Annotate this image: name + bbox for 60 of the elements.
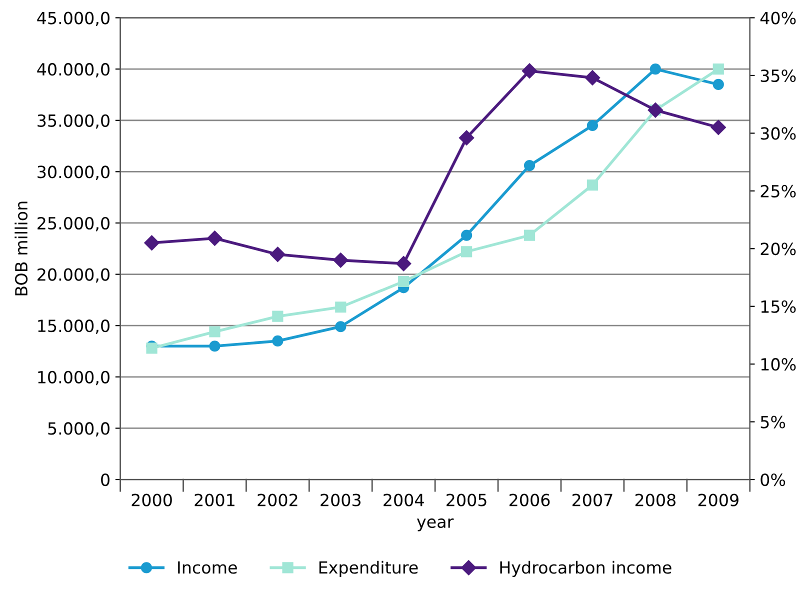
point <box>209 340 220 352</box>
legend-label: Expenditure <box>319 560 418 577</box>
point <box>586 120 598 132</box>
x-tick-label: 2002 <box>258 494 298 506</box>
y-tick-label: 15.000,0 <box>38 320 110 334</box>
point <box>333 252 348 268</box>
x-tick-label: 2000 <box>132 494 172 506</box>
y2-tick-label: 20% <box>760 242 796 256</box>
point <box>461 246 472 258</box>
x-tick-label: 2006 <box>510 494 550 506</box>
point <box>710 120 726 135</box>
y-tick-label: 35.000,0 <box>38 114 110 129</box>
y-axis-title: BOB million <box>14 202 28 296</box>
x-tick-label: 2008 <box>635 494 676 506</box>
y2-tick-label: 35% <box>760 69 796 82</box>
point <box>648 102 664 118</box>
point <box>209 326 220 338</box>
point <box>396 256 412 272</box>
point <box>712 78 724 90</box>
x-tick-label: 2001 <box>194 494 234 506</box>
y-tick-label: 45.000,0 <box>37 12 110 26</box>
y-tick-label: 0 <box>101 473 110 486</box>
y-tick-label: 30.000,0 <box>38 166 110 180</box>
point <box>522 63 538 78</box>
y2-tick-label: 5% <box>760 416 786 428</box>
point <box>335 302 346 313</box>
y-tick-label: 40.000,0 <box>37 63 110 78</box>
x-tick-label: 2004 <box>384 494 424 506</box>
y-tick-label: 10.000,0 <box>38 370 110 386</box>
y2-tick-label: 40% <box>760 12 796 24</box>
point <box>586 179 598 191</box>
y2-tick-label: 30% <box>760 127 796 140</box>
y-tick-label: 20.000,0 <box>38 268 110 283</box>
x-tick-label: 2003 <box>320 494 361 506</box>
x-tick-label: 2009 <box>698 494 738 506</box>
point <box>458 130 474 146</box>
y2-tick-label: 0% <box>760 473 786 486</box>
y2-tick-label: 10% <box>761 358 796 371</box>
point <box>650 64 661 75</box>
x-axis-title: year <box>416 518 454 532</box>
point <box>461 230 472 241</box>
point <box>270 246 286 262</box>
point <box>272 335 284 347</box>
legend-label: Hydrocarbon income <box>500 560 672 577</box>
y2-tick-label: 25% <box>760 184 796 198</box>
y-tick-label: 5.000,0 <box>48 422 110 436</box>
point <box>335 321 346 332</box>
point <box>272 310 284 322</box>
point <box>584 70 600 86</box>
point <box>712 64 724 75</box>
point <box>524 160 536 172</box>
y2-tick-label: 15% <box>761 300 796 313</box>
point <box>207 230 222 246</box>
legend-label: Income <box>178 561 237 574</box>
point <box>398 276 410 288</box>
point <box>144 235 160 250</box>
x-tick-label: 2005 <box>446 494 486 506</box>
y-tick-label: 25.000,0 <box>38 216 110 232</box>
x-tick-label: 2007 <box>572 494 612 506</box>
point <box>524 230 536 241</box>
